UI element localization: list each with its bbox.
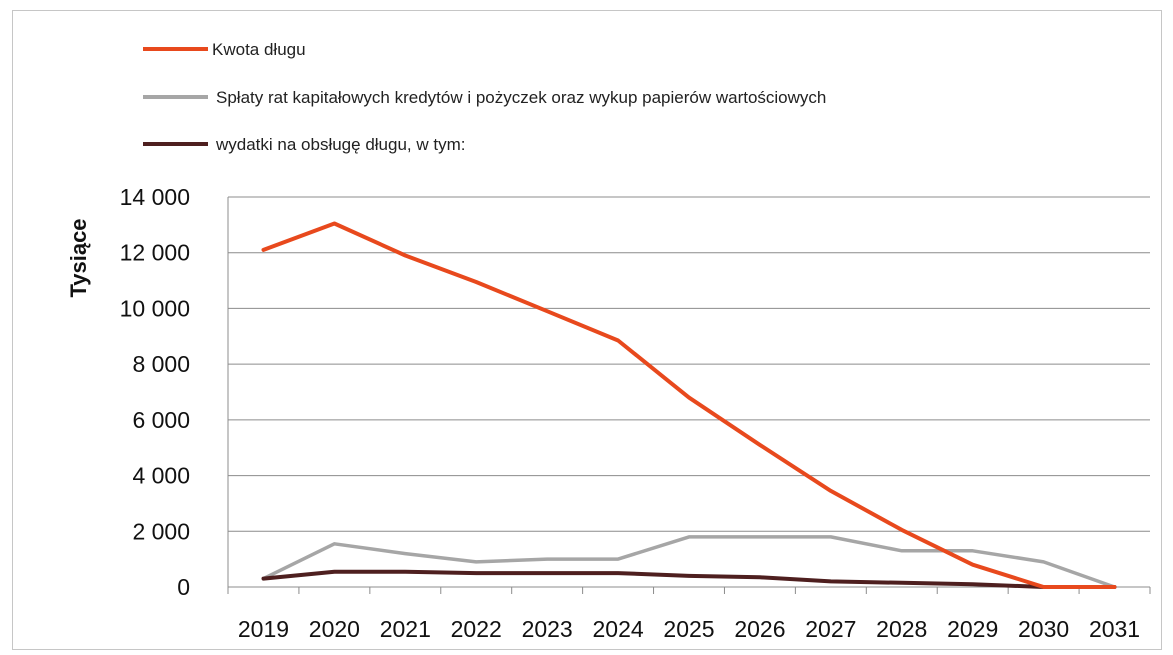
chart-frame bbox=[12, 10, 1162, 650]
x-tick-label: 2022 bbox=[451, 616, 502, 642]
x-tick-label: 2027 bbox=[805, 616, 856, 642]
x-tick-label: 2021 bbox=[380, 616, 431, 642]
y-tick-label: 2 000 bbox=[132, 518, 190, 544]
x-tick-label: 2028 bbox=[876, 616, 927, 642]
x-tick-label: 2024 bbox=[592, 616, 643, 642]
y-axis-title: Tysiące bbox=[66, 218, 91, 297]
axes: 0 2 000 4 000 6 000 8 000 10 000 12 000 14 000 2… bbox=[120, 184, 1151, 642]
series-line-0 bbox=[261, 221, 1117, 589]
x-tick-label: 2029 bbox=[947, 616, 998, 642]
legend-label: Spłaty rat kapitałowych kredytów i pożyc… bbox=[216, 88, 826, 107]
x-tick-label: 2019 bbox=[238, 616, 289, 642]
legend-label: Kwota długu bbox=[212, 40, 306, 59]
x-tick-label: 2031 bbox=[1089, 616, 1140, 642]
x-tick-label: 2023 bbox=[522, 616, 573, 642]
series-layer bbox=[261, 221, 1117, 589]
series-line-1 bbox=[261, 535, 1117, 589]
grid bbox=[228, 196, 1150, 532]
y-tick-label: 6 000 bbox=[132, 407, 190, 433]
legend: Kwota długu Spłaty rat kapitałowych kredy… bbox=[143, 40, 826, 154]
y-tick-label: 10 000 bbox=[120, 295, 190, 321]
y-tick-label: 4 000 bbox=[132, 463, 190, 489]
x-tick-label: 2020 bbox=[309, 616, 360, 642]
x-tick-label: 2025 bbox=[663, 616, 714, 642]
legend-label: wydatki na obsługę długu, w tym: bbox=[215, 135, 465, 154]
x-tick-label: 2030 bbox=[1018, 616, 1069, 642]
y-tick-label: 14 000 bbox=[120, 184, 190, 210]
y-tick-label: 0 bbox=[177, 574, 190, 600]
x-tick-label: 2026 bbox=[734, 616, 785, 642]
y-tick-label: 12 000 bbox=[120, 240, 190, 266]
series-line-2 bbox=[261, 569, 1117, 589]
y-tick-label: 8 000 bbox=[132, 351, 190, 377]
